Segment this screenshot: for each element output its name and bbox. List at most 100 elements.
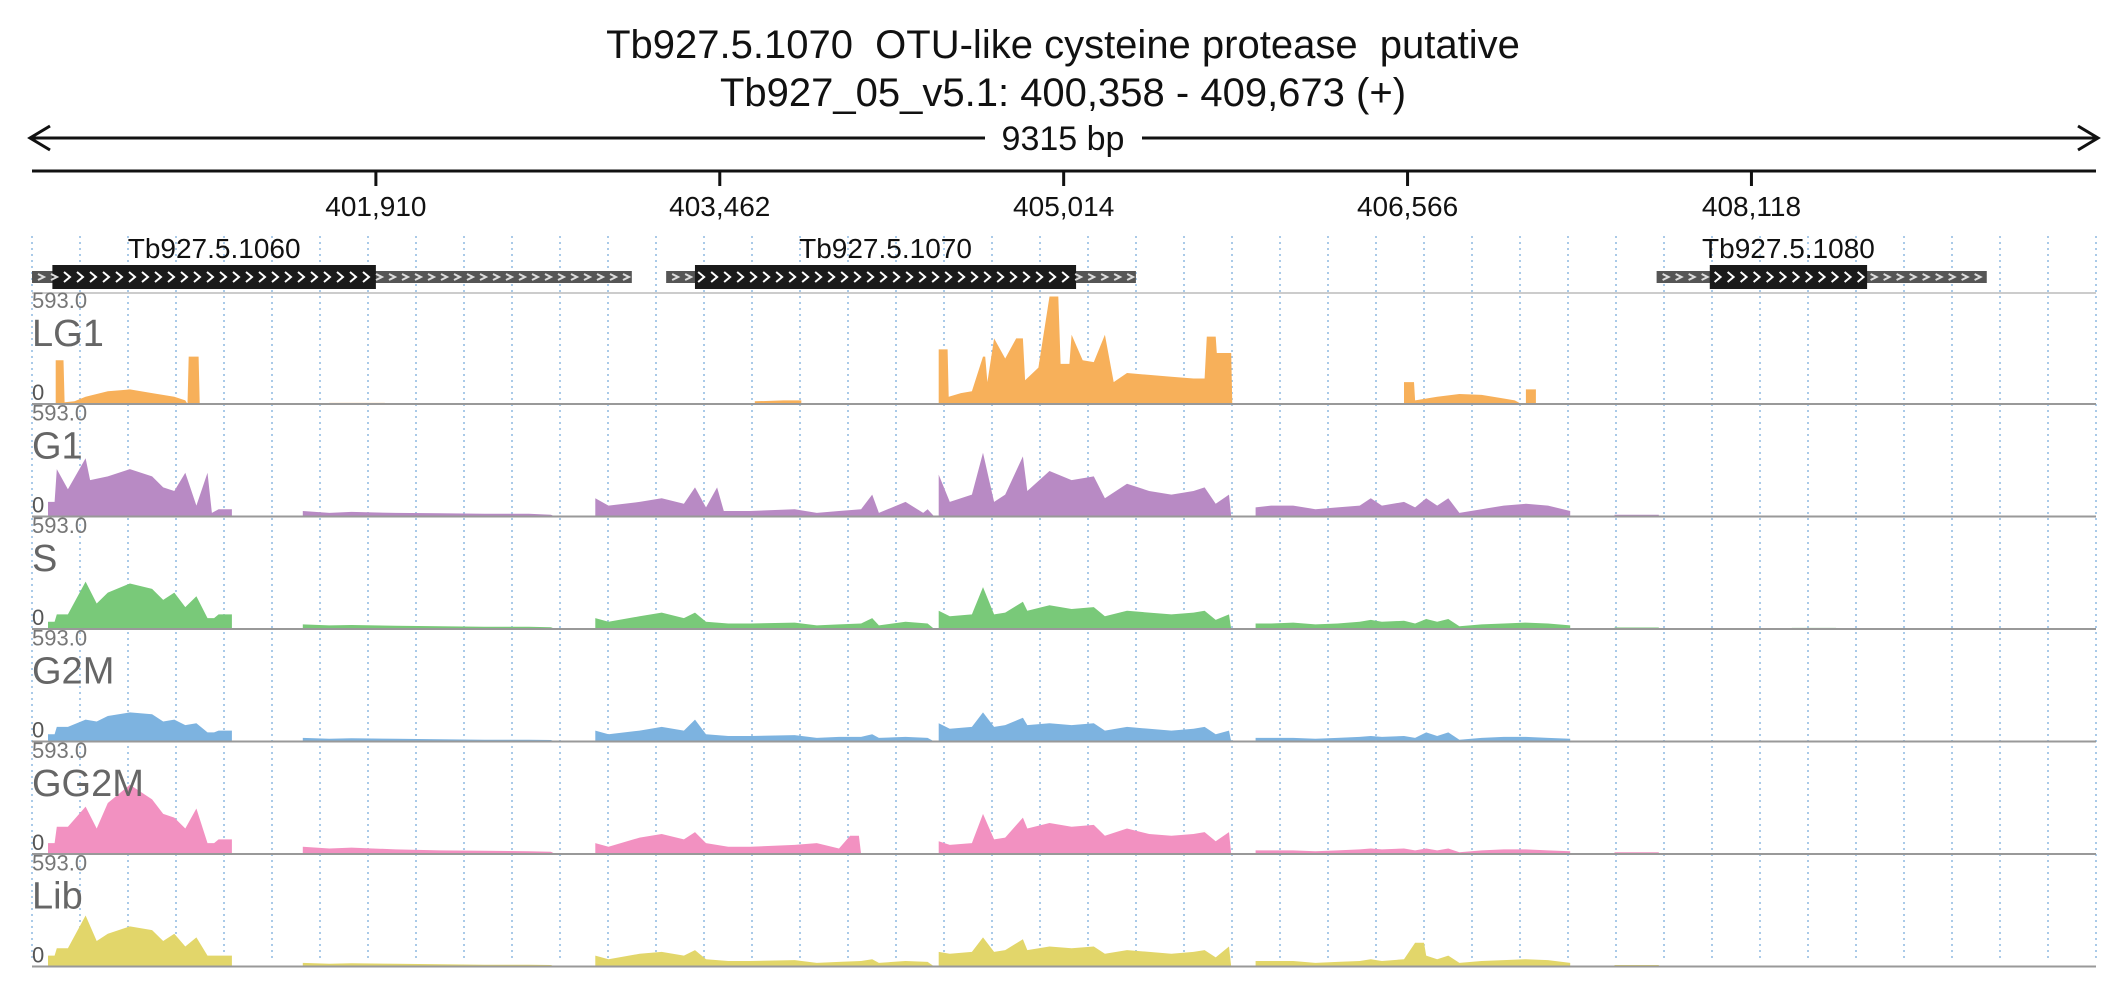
- strand-arrow: [336, 271, 345, 283]
- track-name: G2M: [32, 651, 114, 693]
- strand-arrow: [1922, 273, 1931, 281]
- strand-arrow: [1935, 273, 1944, 281]
- strand-arrow: [219, 271, 228, 283]
- strand-arrow: [1778, 271, 1788, 283]
- strand-arrow: [570, 273, 580, 281]
- track-name: G1: [32, 426, 83, 468]
- strand-arrow: [154, 271, 163, 283]
- strand-arrow: [1961, 273, 1970, 281]
- gene-label: Tb927.5.1080: [1702, 233, 1875, 264]
- track-g1: 593.0G1 0: [32, 401, 2096, 518]
- strand-arrow: [1113, 273, 1123, 281]
- strand-arrow: [323, 271, 332, 283]
- strand-arrow: [1022, 271, 1031, 283]
- strand-arrow: [1870, 273, 1879, 281]
- strand-arrow: [723, 271, 732, 283]
- strand-arrow: [996, 271, 1005, 283]
- strand-arrows: [1662, 271, 1983, 283]
- span-ruler: 9315 bp: [27, 120, 2101, 173]
- scale-tick-label-2: 405,014: [1013, 191, 1114, 222]
- strand-arrow: [957, 271, 966, 283]
- strand-arrow: [1909, 273, 1918, 281]
- strand-arrow: [583, 273, 593, 281]
- strand-arrow: [479, 273, 489, 281]
- strand-arrow: [853, 271, 862, 283]
- strand-arrow: [1791, 271, 1801, 283]
- span-arrow-left: [27, 124, 51, 152]
- strand-arrow: [63, 271, 72, 283]
- strand-arrow: [440, 273, 450, 281]
- strand-arrow: [1100, 273, 1110, 281]
- chart-title: Tb927.5.1070 OTU-like cysteine protease …: [606, 23, 1520, 67]
- strand-arrow: [1126, 273, 1136, 281]
- strand-arrow: [232, 271, 241, 283]
- coverage-area-gg2m: [32, 784, 2096, 854]
- gene-label: Tb927.5.1070: [799, 233, 972, 264]
- strand-arrow: [801, 271, 810, 283]
- track-name: LG1: [32, 313, 104, 355]
- strand-arrow: [671, 273, 681, 281]
- strand-arrow: [37, 273, 47, 281]
- strand-arrow: [1713, 271, 1723, 283]
- strand-arrow: [697, 271, 706, 283]
- strand-arrow: [1896, 273, 1905, 281]
- strand-arrow: [1739, 271, 1749, 283]
- span-label: 9315 bp: [1002, 120, 1125, 158]
- track-ymin-label: 0: [32, 380, 44, 405]
- strand-arrow: [427, 273, 437, 281]
- coverage-tracks: 593.0LG10593.0G10593.0S0593.0G2M0593.0GG…: [32, 288, 2096, 968]
- strand-arrow: [310, 271, 319, 283]
- strand-arrow: [271, 271, 280, 283]
- chart-subtitle: Tb927_05_v5.1: 400,358 - 409,673 (+): [719, 71, 1407, 115]
- strand-arrow: [167, 271, 176, 283]
- strand-arrows: [671, 271, 1136, 283]
- gene-Tb927.5.1060: Tb927.5.1060: [32, 233, 632, 289]
- track-name: GG2M: [32, 763, 144, 805]
- track-ymax-label: 593.0: [32, 513, 87, 538]
- track-ymax-label: 593.0: [32, 851, 87, 876]
- strand-arrow: [736, 271, 745, 283]
- track-ymax-label: 593.0: [32, 626, 87, 651]
- strand-arrow: [944, 271, 953, 283]
- track-ymax-label: 593.0: [32, 288, 87, 313]
- gene-cds: [1709, 265, 1868, 289]
- strand-arrow: [905, 271, 914, 283]
- track-name: S: [32, 538, 57, 580]
- strand-arrow: [866, 271, 875, 283]
- strand-arrow: [518, 273, 528, 281]
- strand-arrow: [788, 271, 797, 283]
- strand-arrow: [775, 271, 784, 283]
- strand-arrow: [1701, 273, 1710, 281]
- strand-arrow: [1843, 271, 1853, 283]
- strand-arrow: [710, 271, 719, 283]
- track-s: 593.0S 0: [32, 513, 2096, 630]
- gene-Tb927.5.1070: Tb927.5.1070: [666, 233, 1136, 289]
- strand-arrow: [492, 273, 502, 281]
- strand-arrow: [840, 271, 849, 283]
- strand-arrow: [115, 271, 124, 283]
- strand-arrow: [1035, 271, 1044, 283]
- gene-track: Tb927.5.1060 Tb927.5.1070 Tb927.5.1080: [32, 233, 2096, 294]
- track-ymin-label: 0: [32, 605, 44, 630]
- strand-arrow: [284, 271, 293, 283]
- scale-tick-label-1: 403,462: [669, 191, 770, 222]
- strand-arrow: [1074, 273, 1084, 281]
- strand-arrow: [931, 271, 940, 283]
- strand-arrows: [37, 271, 632, 283]
- strand-arrow: [414, 273, 424, 281]
- scale-tick-label-0: 401,910: [325, 191, 426, 222]
- strand-arrow: [258, 271, 267, 283]
- strand-arrow: [76, 271, 85, 283]
- scale-ticks: 401,910 403,462 405,014 406,566 408,118: [325, 171, 1801, 222]
- strand-arrow: [918, 271, 927, 283]
- strand-arrow: [749, 271, 758, 283]
- strand-arrow: [245, 271, 254, 283]
- strand-arrow: [544, 273, 554, 281]
- strand-arrow: [1974, 273, 1983, 281]
- strand-arrow: [1048, 271, 1057, 283]
